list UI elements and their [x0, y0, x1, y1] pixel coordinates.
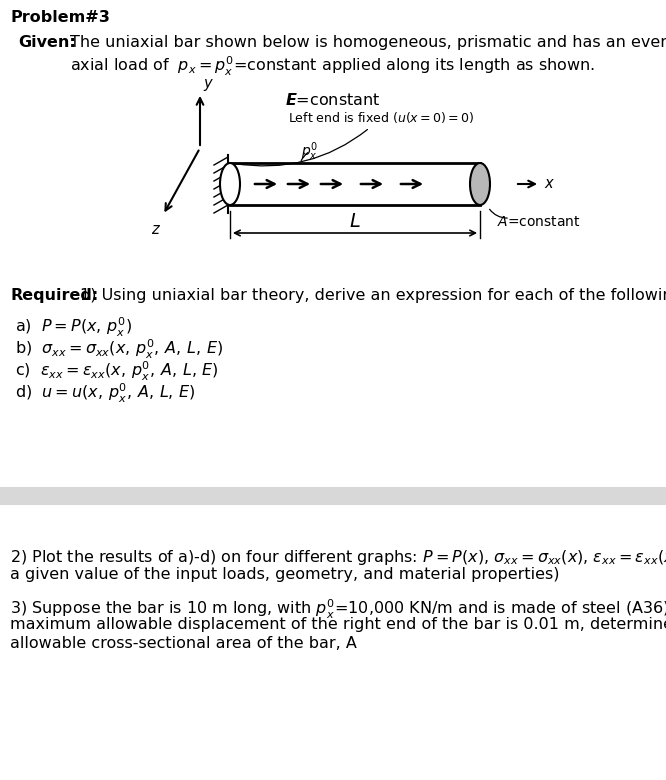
Text: maximum allowable displacement of the right end of the bar is 0.01 m, determine : maximum allowable displacement of the ri… [10, 617, 666, 632]
Text: a given value of the input loads, geometry, and material properties): a given value of the input loads, geomet… [10, 567, 559, 582]
Ellipse shape [220, 163, 240, 205]
Text: Problem#3: Problem#3 [10, 10, 110, 25]
Text: 1) Using uniaxial bar theory, derive an expression for each of the following:: 1) Using uniaxial bar theory, derive an … [80, 288, 666, 303]
Bar [230, 163, 480, 205]
Text: $L$: $L$ [349, 212, 361, 231]
Bar [0, 487, 666, 505]
Text: $A$=constant: $A$=constant [497, 215, 581, 229]
Text: 3) Suppose the bar is 10 m long, with $p_x^0$=10,000 KN/m and is made of steel (: 3) Suppose the bar is 10 m long, with $p… [10, 598, 666, 621]
Text: The uniaxial bar shown below is homogeneous, prismatic and has an evenly distrib: The uniaxial bar shown below is homogene… [70, 35, 666, 50]
Text: Required:: Required: [10, 288, 99, 303]
Text: y: y [203, 76, 212, 91]
Text: $\bfit{E}$=constant: $\bfit{E}$=constant [285, 92, 380, 108]
Text: z: z [151, 222, 159, 237]
Ellipse shape [470, 163, 490, 205]
Text: 2) Plot the results of a)-d) on four different graphs: $P{=}P(x)$, $\sigma_{xx}{: 2) Plot the results of a)-d) on four dif… [10, 548, 666, 567]
Text: axial load of  $p_x = p_x^0$=constant applied along its length as shown.: axial load of $p_x = p_x^0$=constant app… [71, 55, 595, 78]
Text: d)  $u = u(x,\, p_x^0,\, A,\, L,\, E)$: d) $u = u(x,\, p_x^0,\, A,\, L,\, E)$ [15, 382, 196, 405]
Text: Left end is fixed $(u(x{=}0){=}0)$: Left end is fixed $(u(x{=}0){=}0)$ [234, 110, 475, 166]
Text: a)  $P = P(x,\, p_x^0)$: a) $P = P(x,\, p_x^0)$ [15, 316, 132, 339]
Text: Given:: Given: [18, 35, 76, 50]
Text: x: x [544, 176, 553, 192]
Text: c)  $\varepsilon_{xx} = \varepsilon_{xx}(x,\, p_x^0,\, A,\, L,\, E)$: c) $\varepsilon_{xx} = \varepsilon_{xx}(… [15, 360, 219, 383]
Text: allowable cross-sectional area of the bar, A: allowable cross-sectional area of the ba… [10, 636, 357, 651]
Text: b)  $\sigma_{xx} = \sigma_{xx}(x,\, p_x^0,\, A,\, L,\, E)$: b) $\sigma_{xx} = \sigma_{xx}(x,\, p_x^0… [15, 338, 223, 361]
Text: $p_x^0$: $p_x^0$ [302, 140, 318, 162]
